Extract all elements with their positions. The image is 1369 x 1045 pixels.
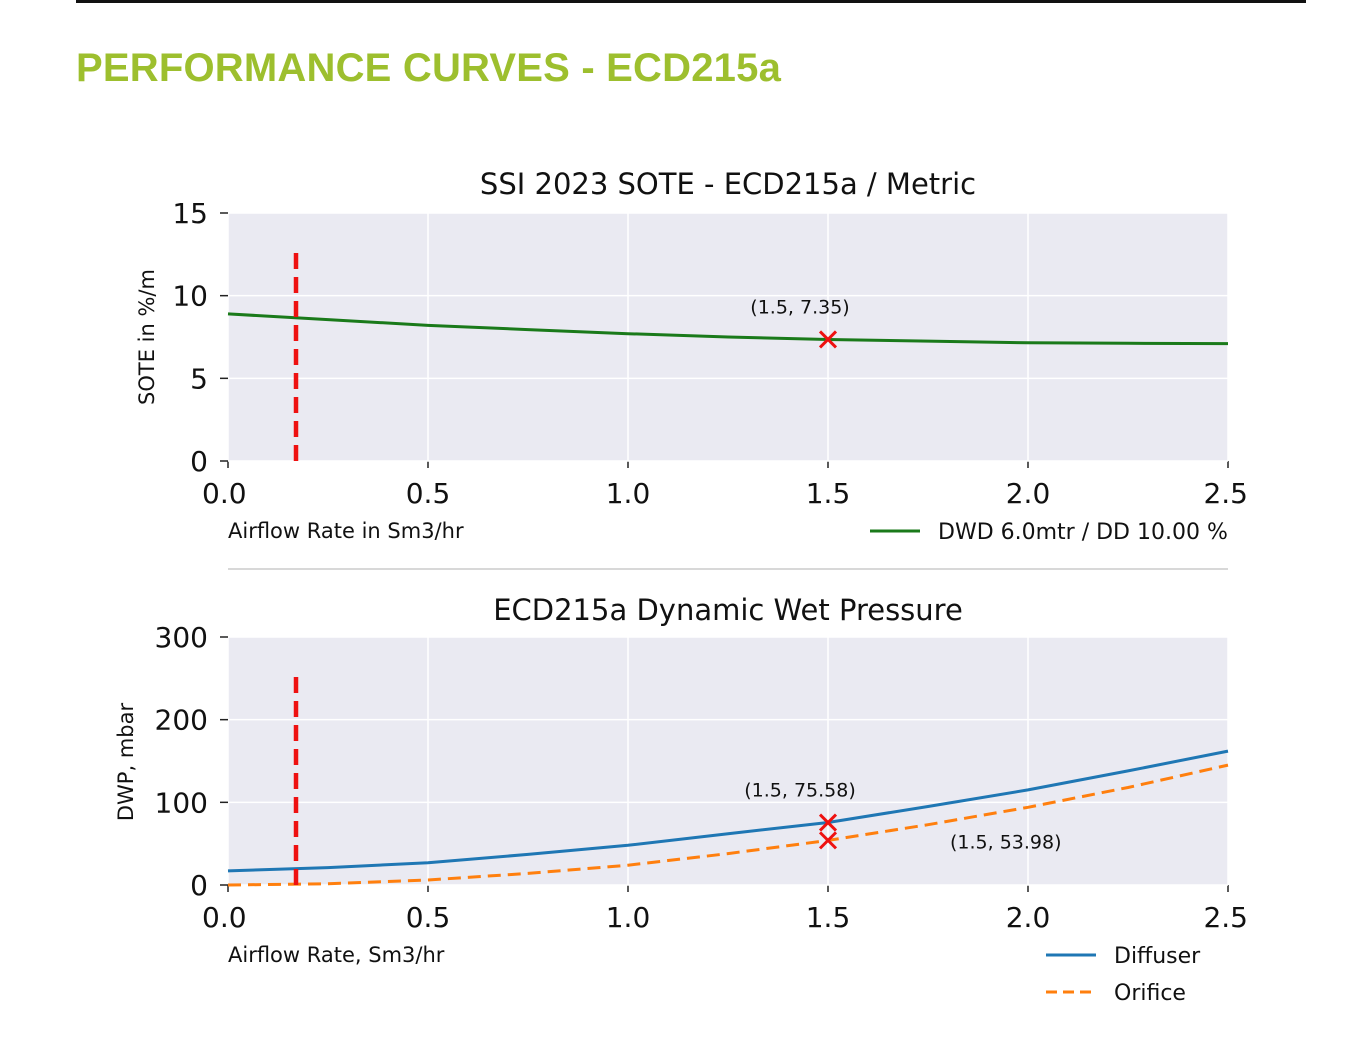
chart2-x-tick-label: 0.5 — [406, 901, 451, 934]
chart2-data-label: (1.5, 75.58) — [744, 780, 856, 802]
chart1-marker-x — [818, 330, 838, 349]
chart2-legend-label: Orifice — [1114, 981, 1186, 1006]
chart2-x-axis-label: Airflow Rate, Sm3/hr — [228, 943, 445, 967]
chart2-series-diffuser-line — [227, 749, 1229, 873]
chart2-x-tick-label: 1.0 — [606, 901, 651, 934]
chart2-y-tick-label: 200 — [155, 704, 208, 737]
chart2-x-tick-label: 0.0 — [202, 901, 247, 934]
chart1-x-tick-label: 2.5 — [1203, 477, 1248, 510]
chart1-y-tick-label: 0 — [190, 445, 208, 478]
chart1-legend-label: DWD 6.0mtr / DD 10.00 % — [938, 520, 1228, 545]
chart2-marker-x — [818, 831, 838, 850]
chart2-y-tick-label: 100 — [155, 786, 208, 819]
chart1-x-tick-label: 0.0 — [202, 477, 247, 510]
chart2-title: ECD215a Dynamic Wet Pressure — [493, 593, 963, 627]
chart1-y-tick-label: 5 — [190, 362, 208, 395]
chart1-x-axis-label: Airflow Rate in Sm3/hr — [228, 519, 464, 543]
chart2-x-tick-label: 1.5 — [806, 901, 851, 934]
chart2-y-tick-label: 300 — [155, 621, 208, 654]
chart1-x-tick-label: 0.5 — [406, 477, 451, 510]
chart1-y-axis-label: SOTE in %/m — [135, 269, 159, 405]
chart2-x-tick-label: 2.5 — [1203, 901, 1248, 934]
chart1-x-tick-label: 2.0 — [1006, 477, 1051, 510]
chart1-y-tick-label: 10 — [172, 280, 208, 313]
chart1-series-dwd-6-0mtr-dd-10-00-line — [227, 312, 1229, 346]
chart2-series-orifice-line — [227, 763, 1229, 887]
chart1-y-tick-label: 15 — [172, 197, 208, 230]
chart2-y-axis-label: DWP, mbar — [114, 703, 138, 822]
top-rule — [76, 0, 1306, 3]
chart2-plot-area — [228, 637, 1228, 885]
chart1-data-label: (1.5, 7.35) — [750, 296, 849, 318]
chart2-y-tick-label: 0 — [190, 869, 208, 902]
chart2-x-tick-label: 2.0 — [1006, 901, 1051, 934]
chart2-marker-x — [818, 813, 838, 832]
chart1-x-tick-label: 1.0 — [606, 477, 651, 510]
chart1-title: SSI 2023 SOTE - ECD215a / Metric — [480, 167, 976, 201]
page-title: PERFORMANCE CURVES - ECD215a — [76, 46, 782, 90]
chart1-x-tick-label: 1.5 — [806, 477, 851, 510]
chart2-legend-label: Diffuser — [1114, 944, 1201, 969]
chart2-data-label: (1.5, 53.98) — [950, 831, 1062, 853]
